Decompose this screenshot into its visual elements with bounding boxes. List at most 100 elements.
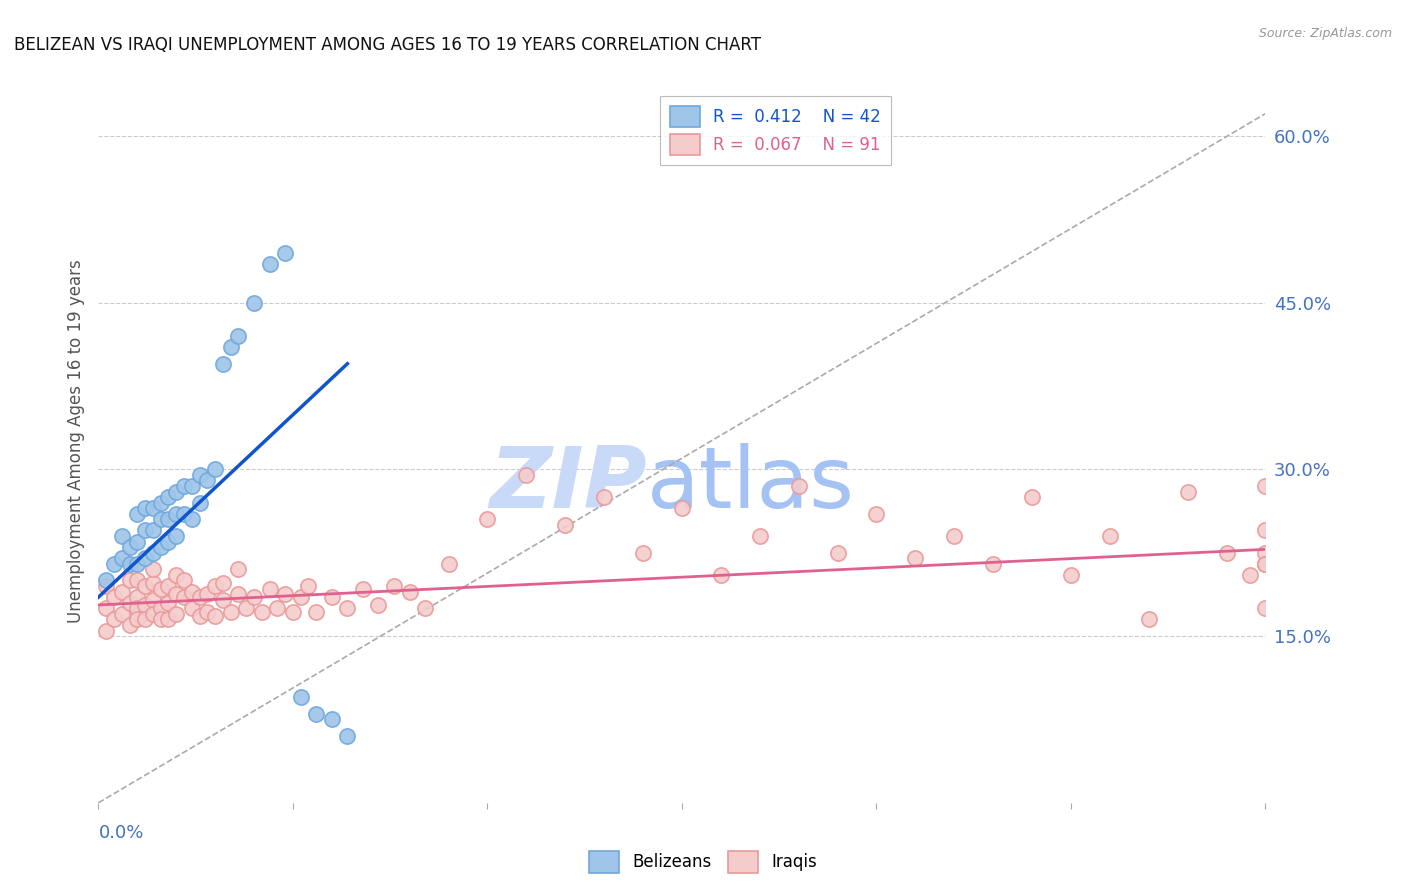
Point bbox=[180, 584, 202, 599]
Point bbox=[165, 607, 187, 621]
Point bbox=[865, 507, 887, 521]
Text: atlas: atlas bbox=[647, 443, 855, 526]
Point bbox=[219, 340, 242, 354]
Point bbox=[127, 612, 149, 626]
Point bbox=[204, 579, 226, 593]
Point bbox=[111, 551, 134, 566]
Y-axis label: Unemployment Among Ages 16 to 19 years: Unemployment Among Ages 16 to 19 years bbox=[66, 260, 84, 624]
Point bbox=[1137, 612, 1160, 626]
Point bbox=[290, 690, 312, 705]
Point bbox=[250, 605, 273, 619]
Point bbox=[297, 579, 319, 593]
Legend: R =  0.412    N = 42, R =  0.067    N = 91: R = 0.412 N = 42, R = 0.067 N = 91 bbox=[659, 95, 891, 165]
Point bbox=[157, 579, 180, 593]
Point bbox=[195, 605, 218, 619]
Point bbox=[352, 582, 374, 597]
Point bbox=[142, 607, 165, 621]
Text: ZIP: ZIP bbox=[489, 443, 647, 526]
Point bbox=[157, 512, 180, 526]
Point bbox=[228, 562, 250, 576]
Point bbox=[266, 601, 288, 615]
Point bbox=[149, 496, 172, 510]
Point bbox=[204, 609, 226, 624]
Point bbox=[134, 551, 156, 566]
Point bbox=[103, 612, 125, 626]
Point bbox=[134, 612, 156, 626]
Point bbox=[142, 593, 165, 607]
Point bbox=[1254, 557, 1277, 571]
Point bbox=[165, 568, 187, 582]
Point bbox=[165, 507, 187, 521]
Point bbox=[134, 501, 156, 516]
Point bbox=[127, 601, 149, 615]
Legend: Belizeans, Iraqis: Belizeans, Iraqis bbox=[582, 845, 824, 880]
Point bbox=[228, 587, 250, 601]
Text: BELIZEAN VS IRAQI UNEMPLOYMENT AMONG AGES 16 TO 19 YEARS CORRELATION CHART: BELIZEAN VS IRAQI UNEMPLOYMENT AMONG AGE… bbox=[14, 36, 761, 54]
Point bbox=[157, 612, 180, 626]
Point bbox=[1254, 557, 1277, 571]
Point bbox=[188, 496, 211, 510]
Point bbox=[165, 587, 187, 601]
Point bbox=[165, 529, 187, 543]
Point bbox=[336, 601, 359, 615]
Point bbox=[243, 295, 266, 310]
Point bbox=[127, 534, 149, 549]
Point bbox=[290, 590, 312, 604]
Point bbox=[96, 579, 118, 593]
Point bbox=[118, 596, 141, 610]
Point bbox=[1254, 557, 1277, 571]
Point bbox=[134, 598, 156, 612]
Point bbox=[477, 512, 499, 526]
Point bbox=[103, 590, 125, 604]
Point bbox=[111, 584, 134, 599]
Point bbox=[671, 501, 693, 516]
Point bbox=[437, 557, 460, 571]
Point bbox=[1254, 601, 1277, 615]
Point bbox=[281, 605, 304, 619]
Point bbox=[554, 517, 576, 532]
Point bbox=[1098, 529, 1121, 543]
Point bbox=[827, 546, 849, 560]
Point bbox=[787, 479, 810, 493]
Point bbox=[943, 529, 966, 543]
Point bbox=[127, 590, 149, 604]
Point bbox=[96, 601, 118, 615]
Point bbox=[1239, 568, 1261, 582]
Point bbox=[149, 612, 172, 626]
Point bbox=[382, 579, 405, 593]
Point bbox=[195, 474, 218, 488]
Point bbox=[593, 490, 616, 504]
Point bbox=[157, 490, 180, 504]
Point bbox=[212, 593, 235, 607]
Point bbox=[134, 524, 156, 538]
Point bbox=[142, 575, 165, 590]
Point bbox=[195, 587, 218, 601]
Point bbox=[149, 601, 172, 615]
Point bbox=[1060, 568, 1083, 582]
Point bbox=[142, 524, 165, 538]
Point bbox=[149, 582, 172, 597]
Point bbox=[118, 618, 141, 632]
Point bbox=[321, 590, 343, 604]
Point bbox=[1177, 484, 1199, 499]
Point bbox=[103, 557, 125, 571]
Point bbox=[212, 575, 235, 590]
Point bbox=[305, 605, 328, 619]
Point bbox=[1215, 546, 1237, 560]
Point bbox=[710, 568, 733, 582]
Point bbox=[173, 590, 195, 604]
Point bbox=[188, 609, 211, 624]
Point bbox=[111, 529, 134, 543]
Point bbox=[904, 551, 927, 566]
Point bbox=[367, 598, 389, 612]
Point bbox=[413, 601, 436, 615]
Point bbox=[631, 546, 654, 560]
Point bbox=[321, 713, 343, 727]
Point bbox=[515, 467, 537, 482]
Point bbox=[1254, 479, 1277, 493]
Point bbox=[180, 512, 202, 526]
Point bbox=[173, 574, 195, 588]
Point bbox=[180, 601, 202, 615]
Point bbox=[212, 357, 235, 371]
Point bbox=[1021, 490, 1043, 504]
